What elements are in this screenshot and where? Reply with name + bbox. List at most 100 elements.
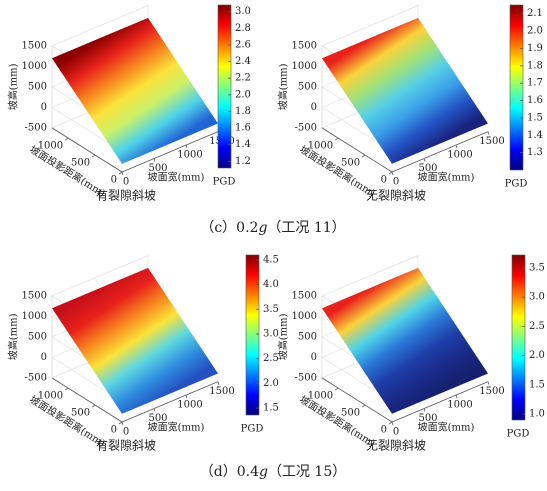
depth-axis (51, 377, 123, 423)
depth-tick-label: 500 (71, 408, 90, 419)
width-axis-label: 坡面宽(mm) (418, 170, 475, 183)
tick-mark (118, 421, 123, 425)
z-tick-label: 1000 (22, 61, 47, 72)
tick-mark (388, 171, 393, 175)
tick-mark (121, 171, 124, 176)
surface (52, 17, 218, 164)
tick-mark (91, 404, 96, 408)
tick-mark (217, 381, 220, 385)
caption: （c）0.2g（工况 11） (200, 220, 345, 236)
depth-tick-label: 500 (341, 158, 360, 169)
tick-mark (153, 158, 156, 162)
panel-name: 无裂隙斜坡 (366, 189, 426, 203)
width-axis-label: 坡面宽(mm) (418, 420, 475, 433)
width-axis-label: 坡面宽(mm) (148, 170, 205, 183)
colorbar-tick-label: 1.6 (235, 123, 251, 134)
z-axis-label: 坡高(mm) (7, 313, 20, 360)
depth-tick-label: 500 (71, 158, 90, 169)
z-tick-label: 1500 (292, 40, 317, 51)
depth-tick-label: 0 (381, 425, 387, 436)
depth-tick-label: 1000 (38, 391, 63, 402)
colorbar-tick-label: 2.6 (235, 39, 251, 50)
depth-tick-label: 0 (381, 175, 387, 186)
width-tick-label: 0 (393, 177, 399, 188)
z-tick-label: 0 (41, 352, 47, 363)
colorbar-label: PGD (505, 179, 528, 190)
colorbar-tick-label: 2.2 (235, 73, 251, 84)
z-axis-label: 坡高(mm) (277, 313, 290, 360)
depth-tick-label: 1000 (308, 391, 333, 402)
colorbar-tick-label: 1.5 (529, 379, 545, 390)
width-tick-label: 500 (148, 163, 167, 174)
caption: （d）0.4g（工况 15） (200, 464, 346, 480)
colorbar-tick-label: 2.4 (235, 56, 251, 67)
z-axis-label: 坡高(mm) (277, 63, 290, 110)
colorbar-tick-label: 1.5 (263, 403, 279, 414)
colorbar-tick-label: 1.9 (527, 43, 543, 54)
colorbar-tick-label: 1.5 (527, 112, 543, 123)
tick-mark (334, 387, 339, 391)
colorbar (509, 4, 524, 171)
width-axis (391, 381, 489, 423)
colorbar-tick-label: 1.6 (527, 95, 543, 106)
colorbar-tick-label: 3.5 (529, 262, 545, 273)
colorbar-tick-label: 2.0 (235, 89, 251, 100)
colorbar-tick-label: 1.2 (235, 156, 251, 167)
tick-mark (455, 144, 458, 149)
tick-mark (91, 154, 96, 158)
colorbar-tick-label: 2.0 (527, 26, 543, 37)
caption-prefix: （d）0.4 (200, 464, 259, 480)
tick-mark (361, 404, 366, 408)
tick-mark (455, 394, 458, 399)
colorbar-tick-label: 4.5 (263, 254, 279, 265)
colorbar-label: PGD (213, 177, 236, 188)
width-tick-label: 500 (148, 413, 167, 424)
width-tick-label: 500 (418, 413, 437, 424)
caption-suffix: （工况 15） (268, 464, 346, 480)
panel-name: 有裂隙斜坡 (96, 439, 156, 453)
colorbar-tick-label: 2.0 (263, 378, 279, 389)
colorbar-label: PGD (507, 429, 530, 440)
colorbar-tick-label: 3.0 (235, 6, 251, 17)
surface (322, 267, 488, 414)
z-axis-label: 坡高(mm) (7, 63, 20, 110)
depth-axis (51, 127, 123, 173)
width-tick-label: 0 (123, 427, 129, 438)
panel-name: 无裂隙斜坡 (366, 439, 426, 453)
colorbar-tick-label: 2.5 (529, 321, 545, 332)
colorbar-tick-label: 3.0 (263, 329, 279, 340)
tick-mark (487, 381, 490, 385)
caption-italic: g (259, 464, 268, 480)
z-tick-label: -500 (25, 372, 47, 383)
colorbar-tick-label: 2.5 (263, 353, 279, 364)
z-tick-label: -500 (25, 122, 47, 133)
z-tick-label: 1500 (292, 290, 317, 301)
width-tick-label: 500 (418, 163, 437, 174)
tick-mark (64, 137, 69, 141)
z-tick-label: 500 (28, 81, 47, 92)
depth-tick-label: 0 (111, 425, 117, 436)
z-tick-label: -500 (295, 372, 317, 383)
z-tick-label: 0 (41, 102, 47, 113)
colorbar-tick-label: 2.0 (529, 350, 545, 361)
width-tick-label: 0 (393, 427, 399, 438)
tick-mark (388, 421, 393, 425)
width-tick-label: 0 (123, 177, 129, 188)
z-tick-label: 500 (298, 81, 317, 92)
z-tick-label: 1000 (22, 311, 47, 322)
z-tick-label: 500 (298, 331, 317, 342)
colorbar-tick-label: 1.8 (527, 60, 543, 71)
depth-axis (321, 127, 393, 173)
width-tick-label: 1000 (447, 150, 472, 161)
surface (52, 267, 218, 414)
z-tick-label: 1000 (292, 61, 317, 72)
tick-mark (361, 154, 366, 158)
tick-mark (121, 421, 124, 426)
width-axis (391, 131, 489, 173)
caption-italic: g (258, 220, 267, 236)
depth-tick-label: 1000 (38, 141, 63, 152)
tick-mark (487, 131, 490, 135)
colorbar-tick-label: 4.0 (263, 279, 279, 290)
width-tick-label: 1000 (177, 150, 202, 161)
